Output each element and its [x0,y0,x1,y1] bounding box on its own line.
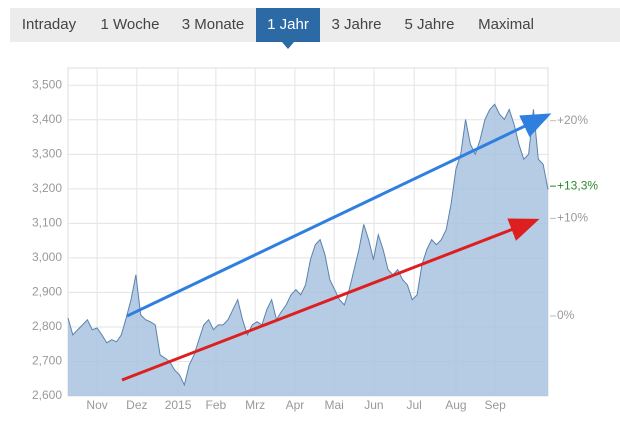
tab[interactable]: 3 Monate [181,16,245,33]
y-tick-label: 3,400 [32,112,62,126]
y-tick-label: 3,100 [32,216,62,230]
x-tick-label: Sep [484,398,506,412]
x-tick-label: Mai [325,398,344,412]
x-tick-label: Mrz [245,398,265,412]
tab[interactable]: Intraday [21,16,77,33]
x-tick-label: 2015 [165,398,192,412]
y-tick-label: 3,300 [32,146,62,160]
area [68,104,548,397]
tab[interactable]: Maximal [478,16,534,33]
tab[interactable]: 5 Jahre [404,16,455,33]
y2-tick-label: 0% [557,308,575,322]
x-tick-label: Nov [86,398,107,412]
y2-tick-label: +10% [557,211,588,225]
y-tick-label: 2,700 [32,354,62,368]
tab[interactable]: 3 Jahre [331,16,382,33]
y2-tick-label: +20% [557,113,588,127]
y-tick-label: 2,800 [32,319,62,333]
y-tick-label: 3,200 [32,181,62,195]
x-tick-label: Aug [445,398,466,412]
tab[interactable]: 1 Jahr [256,8,320,42]
y-tick-label: 3,000 [32,250,62,264]
tab-bar: Intraday 1 Woche 3 Monate 1 Jahr 3 Jahre 5 Ja… [10,8,620,49]
y-tick-label: 2,900 [32,285,62,299]
tab[interactable]: 1 Woche [100,16,160,33]
trend-arrow-blue [126,113,552,318]
active-pointer [282,42,294,49]
x-tick-label: Jul [407,398,422,412]
y-tick-label: 3,500 [32,77,62,91]
last-value-label: +13,3% [557,178,598,192]
y-tick-label: 2,600 [32,388,62,402]
line [67,103,549,387]
x-tick-label: Dez [126,398,147,412]
x-tick-label: Apr [286,398,305,412]
x-tick-label: Feb [206,398,227,412]
trend-arrow-red [121,218,540,382]
x-tick-label: Jun [364,398,383,412]
